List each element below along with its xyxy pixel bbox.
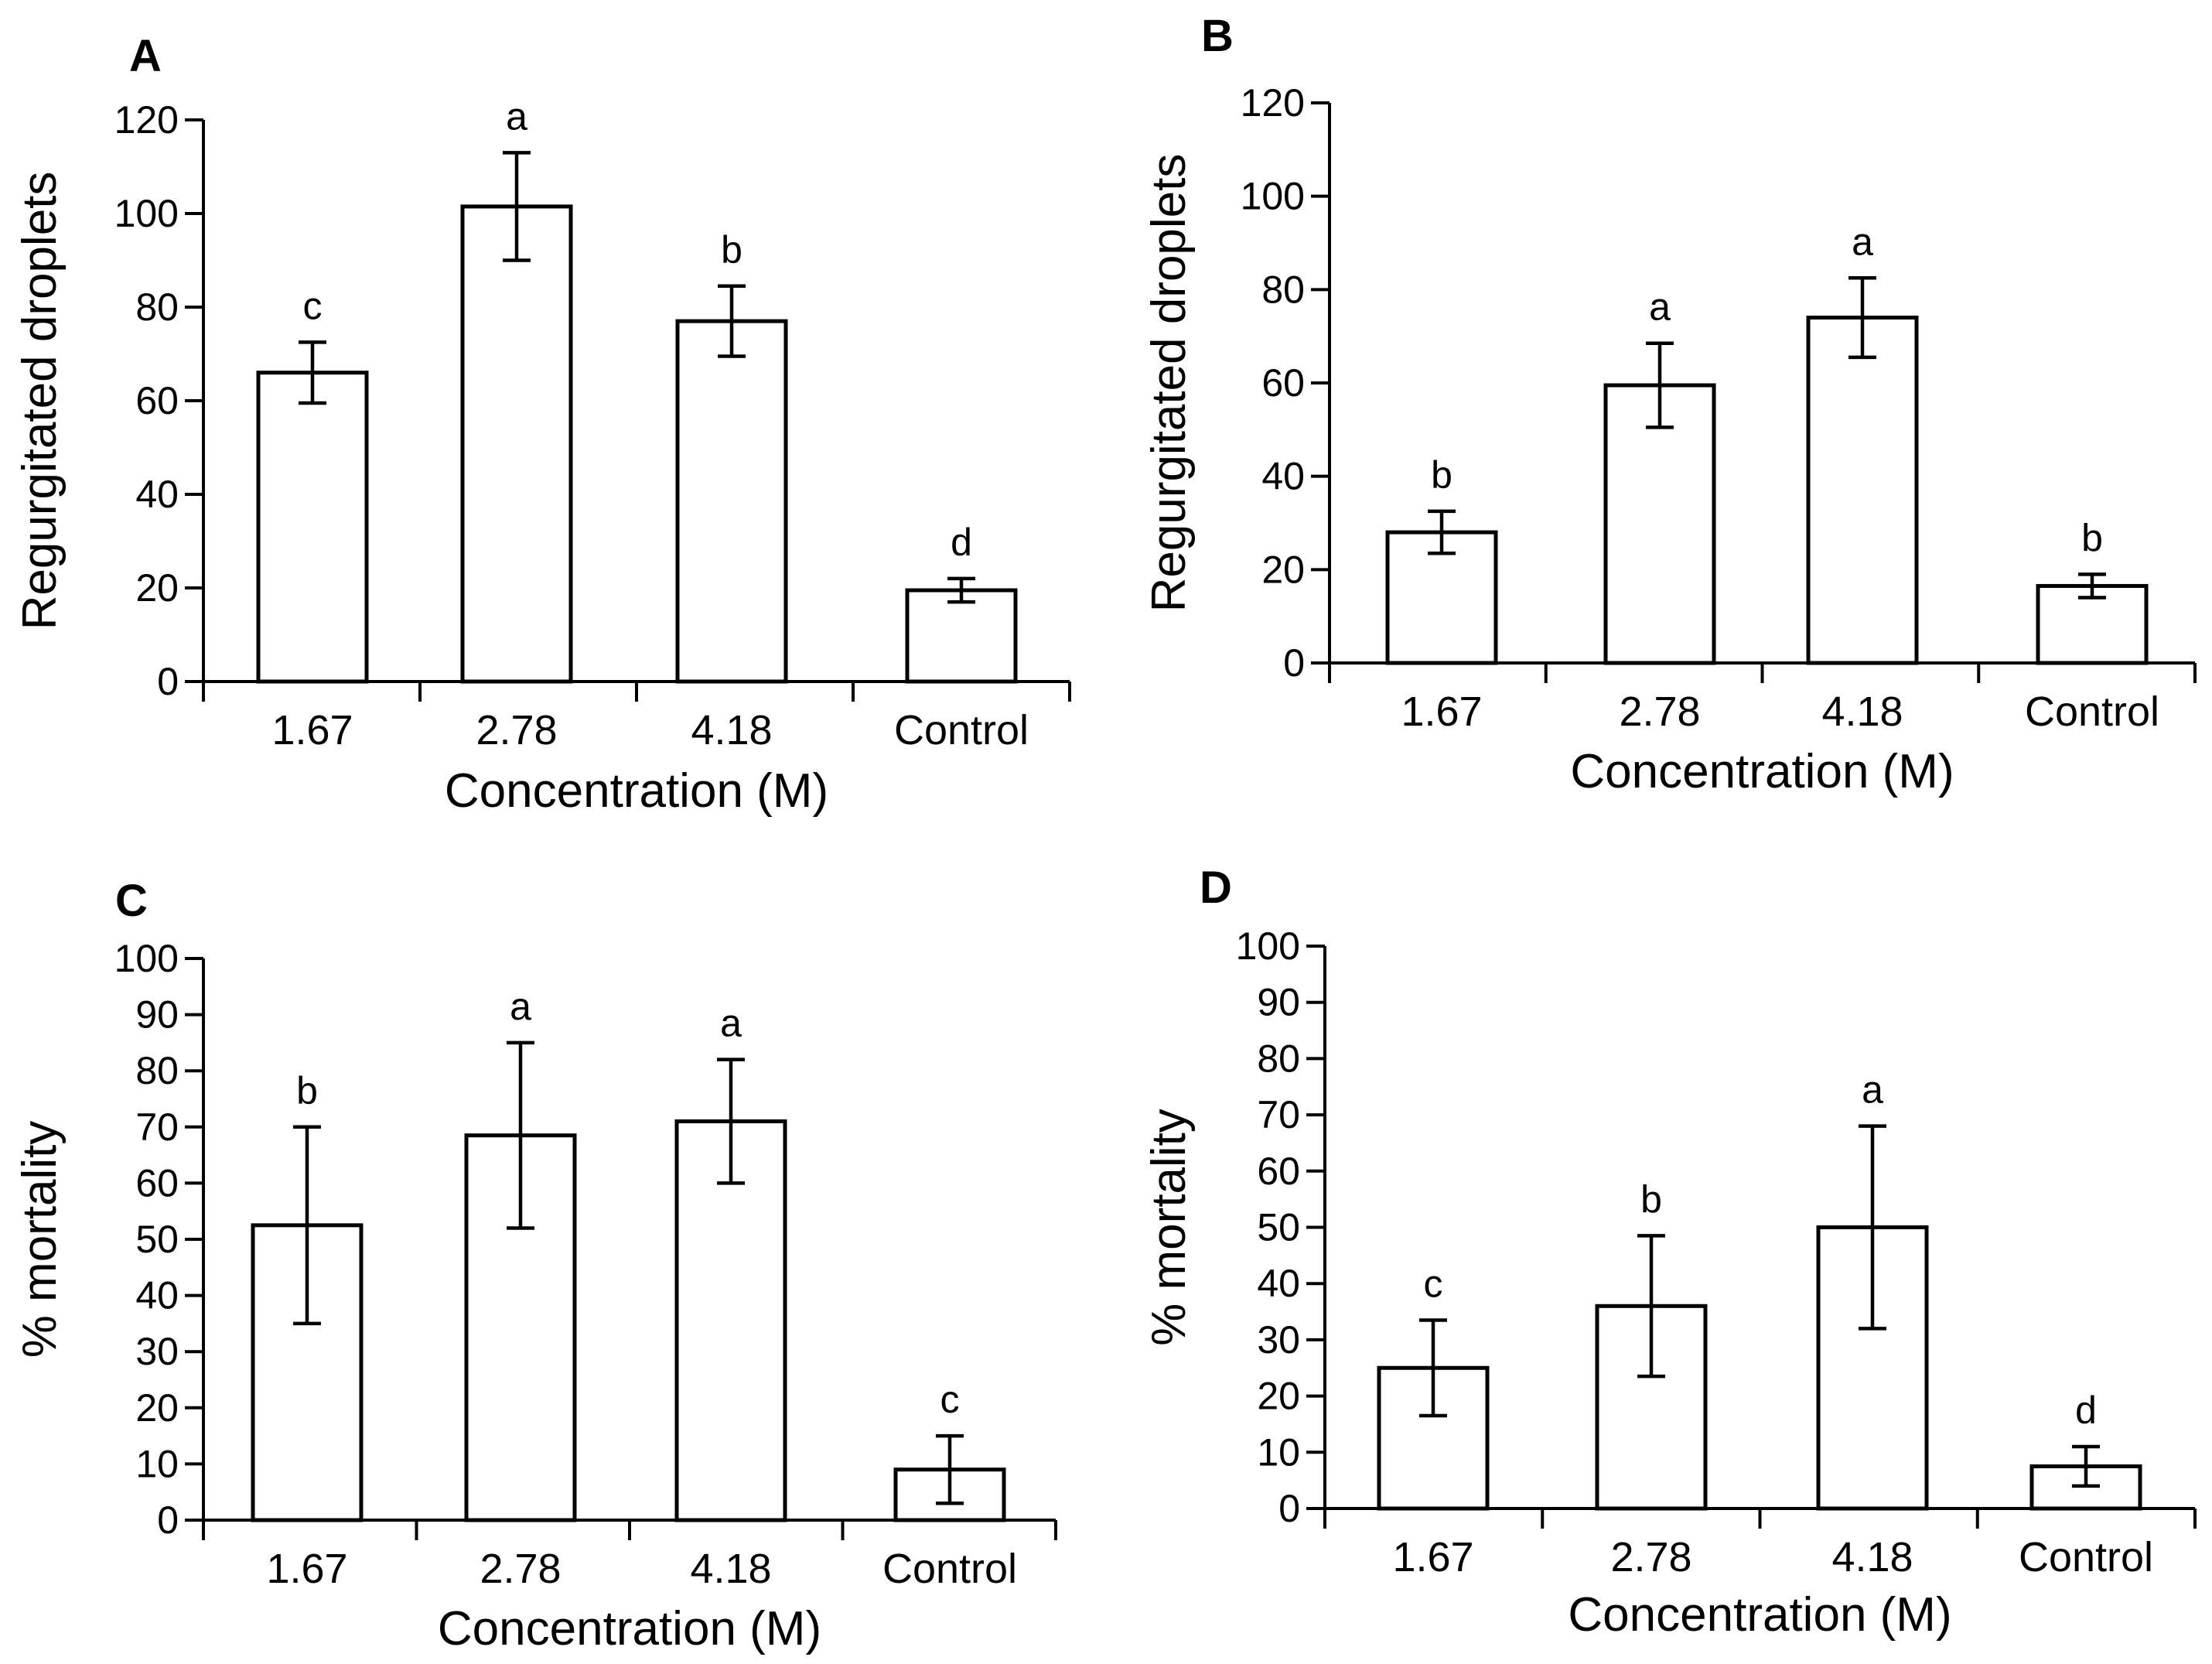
y-tick-label: 40	[135, 473, 179, 516]
y-axis-title: % mortality	[13, 1121, 67, 1358]
significance-letter: c	[1424, 1262, 1443, 1305]
y-tick-label: 100	[1236, 924, 1300, 968]
y-tick-label: 90	[1257, 981, 1300, 1024]
y-tick-label: 40	[135, 1274, 179, 1317]
bar	[460, 204, 573, 684]
y-tick-label: 10	[1257, 1430, 1300, 1474]
chart-panel-a: A 0 20 40 60 80 100 120 c 1.67 a 2.78 b 4.18 d Control C…	[13, 31, 1071, 818]
y-tick-label: 120	[114, 98, 179, 142]
bar	[1806, 316, 1919, 665]
significance-letter: b	[296, 1069, 318, 1112]
panel-label: D	[1200, 863, 1232, 913]
y-tick-label: 10	[135, 1442, 179, 1485]
y-tick-label: 50	[135, 1218, 179, 1261]
y-tick-label: 80	[135, 1049, 179, 1092]
x-tick-label: Control	[882, 1546, 1017, 1592]
x-tick-label: 2.78	[1610, 1534, 1691, 1580]
y-tick-label: 50	[1257, 1206, 1300, 1249]
significance-letter: a	[720, 1002, 742, 1045]
chart-panel-b: B 0 20 40 60 80 100 120 b 1.67 a 2.78 a 4.18 b Control C…	[1142, 11, 2197, 798]
panel-label: B	[1201, 11, 1234, 61]
x-tick-label: 1.67	[271, 707, 353, 753]
x-tick-label: 2.78	[476, 707, 557, 753]
y-tick-label: 40	[1261, 455, 1305, 498]
x-tick-label: 4.18	[691, 707, 772, 753]
significance-letter: a	[1852, 220, 1873, 263]
significance-letter: b	[1431, 453, 1452, 497]
y-tick-label: 60	[135, 379, 179, 422]
y-tick-label: 70	[135, 1105, 179, 1149]
bar	[256, 371, 369, 684]
y-tick-label: 20	[135, 1386, 179, 1430]
y-tick-label: 80	[135, 285, 179, 329]
y-tick-label: 100	[1241, 175, 1305, 218]
y-tick-label: 70	[1257, 1093, 1300, 1136]
y-tick-label: 90	[135, 993, 179, 1037]
panel-label: C	[115, 876, 148, 926]
bar	[1603, 383, 1716, 665]
significance-letter: b	[1640, 1177, 1662, 1221]
chart-panel-c: C 0 10 20 30 40 50 60 70 80 90 100 b 1.67 a 2.78 a 4.18 c C…	[13, 876, 1057, 1655]
y-tick-label: 80	[1257, 1037, 1300, 1080]
y-axis-title: Regurgitated droplets	[13, 172, 67, 630]
y-tick-label: 0	[157, 1498, 179, 1542]
y-tick-label: 20	[1257, 1375, 1300, 1418]
x-tick-label: Control	[2025, 688, 2159, 735]
x-tick-label: 1.67	[1401, 688, 1482, 735]
significance-letter: b	[721, 228, 742, 272]
y-tick-label: 0	[157, 660, 179, 703]
x-axis-title: Concentration (M)	[1570, 745, 1954, 798]
y-tick-label: 100	[114, 192, 179, 235]
significance-letter: a	[506, 94, 527, 138]
y-tick-label: 20	[135, 566, 179, 610]
x-tick-label: 4.18	[1831, 1534, 1913, 1580]
x-axis-title: Concentration (M)	[445, 764, 828, 818]
y-tick-label: 0	[1278, 1487, 1300, 1530]
x-tick-label: 4.18	[1821, 688, 1903, 735]
x-tick-label: Control	[894, 707, 1029, 753]
y-tick-label: 80	[1261, 268, 1305, 311]
significance-letter: c	[940, 1378, 960, 1421]
x-tick-label: 2.78	[1619, 688, 1700, 735]
y-tick-label: 40	[1257, 1262, 1300, 1305]
bar	[675, 319, 788, 684]
x-axis-title: Concentration (M)	[1568, 1588, 1951, 1642]
y-tick-label: 60	[1261, 361, 1305, 405]
x-tick-label: Control	[2019, 1534, 2153, 1580]
y-tick-label: 60	[1257, 1150, 1300, 1193]
y-axis-title: % mortality	[1142, 1109, 1196, 1346]
bar	[905, 588, 1018, 684]
chart-panel-d: D 0 10 20 30 40 50 60 70 80 90 100 c 1.67 b 2.78 a 4.18 d C…	[1142, 863, 2197, 1642]
panel-label: A	[129, 31, 162, 81]
y-tick-label: 30	[1257, 1318, 1300, 1362]
y-tick-label: 20	[1261, 548, 1305, 591]
x-tick-label: 1.67	[1392, 1534, 1473, 1580]
y-tick-label: 0	[1283, 641, 1305, 685]
x-tick-label: 1.67	[266, 1546, 347, 1592]
significance-letter: a	[1862, 1068, 1883, 1112]
significance-letter: a	[510, 985, 531, 1028]
x-tick-label: 2.78	[480, 1546, 561, 1592]
significance-letter: b	[2081, 516, 2103, 559]
y-tick-label: 120	[1241, 81, 1305, 125]
x-tick-label: 4.18	[690, 1546, 771, 1592]
y-axis-title: Regurgitated droplets	[1142, 154, 1196, 613]
y-tick-label: 30	[135, 1330, 179, 1373]
y-tick-label: 100	[114, 937, 179, 980]
significance-letter: d	[2075, 1389, 2097, 1432]
significance-letter: d	[951, 521, 972, 564]
significance-letter: c	[303, 284, 323, 327]
x-axis-title: Concentration (M)	[438, 1602, 821, 1655]
y-tick-label: 60	[135, 1161, 179, 1204]
significance-letter: a	[1649, 285, 1671, 329]
bar	[1595, 1304, 1708, 1511]
